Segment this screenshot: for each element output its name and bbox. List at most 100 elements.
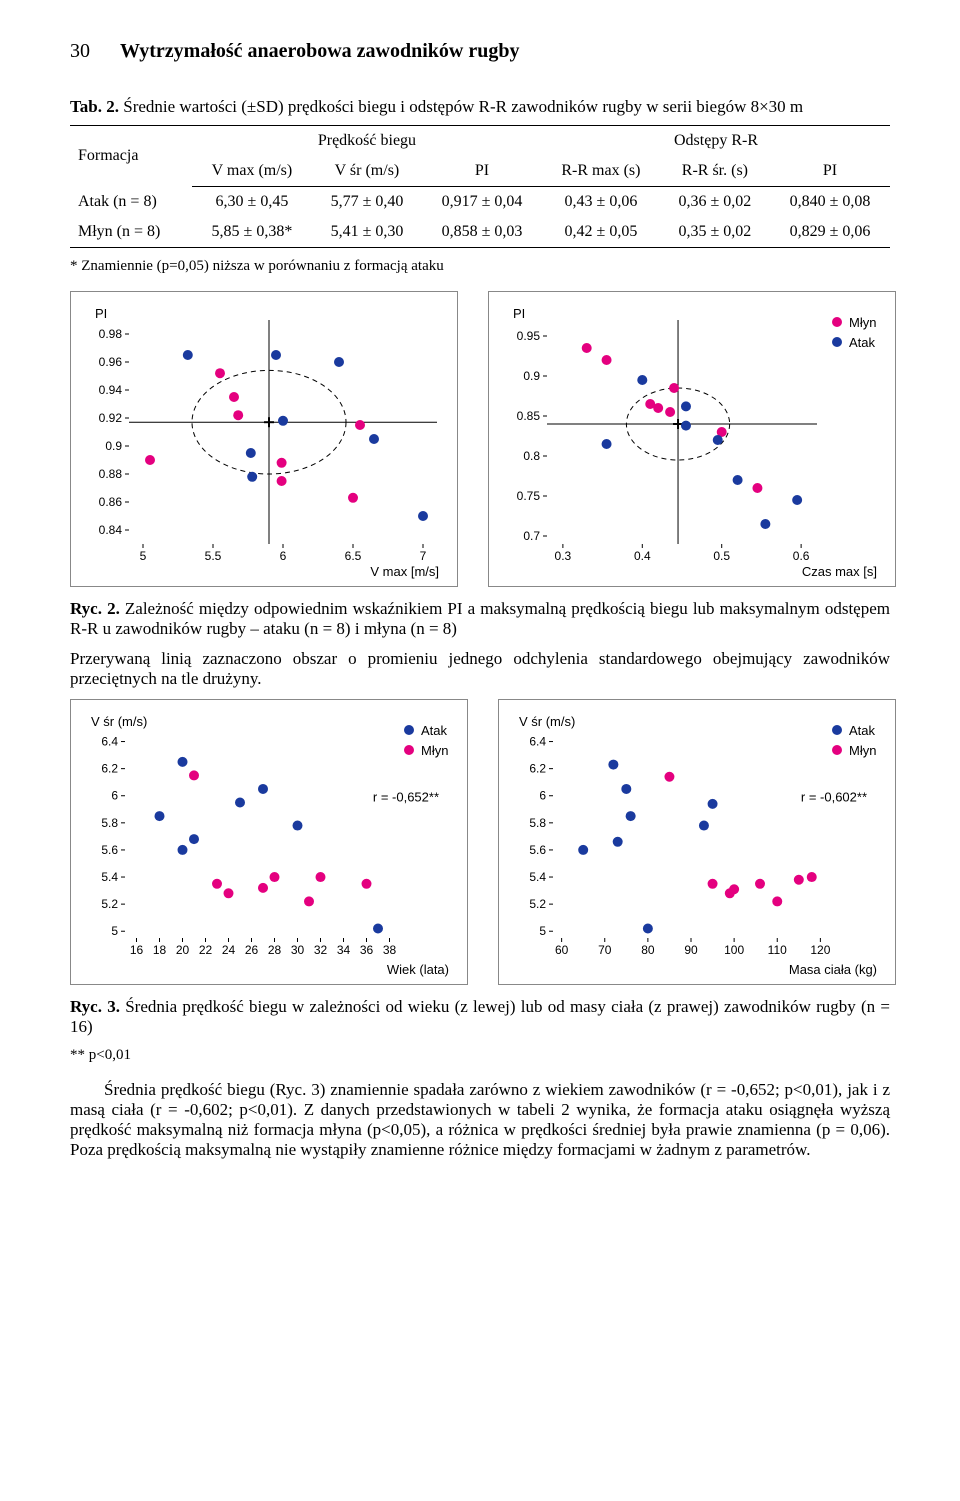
svg-text:6: 6 (111, 789, 118, 803)
svg-text:6: 6 (280, 549, 287, 563)
svg-text:36: 36 (360, 943, 374, 957)
cell: 5,77 ± 0,40 (312, 187, 422, 218)
subcol-vmax: V max (m/s) (192, 156, 312, 187)
svg-text:30: 30 (291, 943, 305, 957)
svg-text:34: 34 (337, 943, 351, 957)
svg-text:5: 5 (111, 924, 118, 938)
figure-3-caption-lead: Ryc. 3. (70, 997, 125, 1016)
figure-2-charts: 0.840.860.880.90.920.940.960.9855.566.57… (70, 291, 890, 587)
svg-text:80: 80 (641, 943, 655, 957)
svg-text:32: 32 (314, 943, 328, 957)
svg-text:0.5: 0.5 (713, 549, 730, 563)
chart-pi-vs-czas: 0.70.750.80.850.90.950.30.40.50.6PICzas … (488, 291, 896, 587)
svg-text:0.85: 0.85 (517, 409, 541, 423)
svg-text:6.2: 6.2 (529, 762, 546, 776)
table-2: Formacja Prędkość biegu Odstępy R-R V ma… (70, 125, 890, 248)
svg-text:110: 110 (768, 943, 787, 957)
svg-text:0.4: 0.4 (634, 549, 651, 563)
svg-text:20: 20 (176, 943, 190, 957)
svg-text:6.5: 6.5 (345, 549, 362, 563)
colgroup-predkosc: Prędkość biegu (192, 126, 542, 157)
cell: 0,43 ± 0,06 (542, 187, 660, 218)
svg-text:22: 22 (199, 943, 213, 957)
svg-text:0.9: 0.9 (105, 439, 122, 453)
svg-text:5.8: 5.8 (101, 816, 118, 830)
svg-text:5.6: 5.6 (101, 843, 118, 857)
chart-vsr-vs-wiek: 55.25.45.65.866.26.416182022242628303234… (70, 699, 468, 985)
svg-text:6.4: 6.4 (101, 735, 118, 749)
svg-text:V max [m/s]: V max [m/s] (370, 564, 439, 579)
table-2-caption-lead: Tab. 2. (70, 97, 123, 116)
svg-text:5.4: 5.4 (529, 870, 546, 884)
svg-text:5.6: 5.6 (529, 843, 546, 857)
cell: 6,30 ± 0,45 (192, 187, 312, 218)
chart-pi-vs-vmax: 0.840.860.880.90.920.940.960.9855.566.57… (70, 291, 458, 587)
svg-text:Młyn: Młyn (421, 743, 448, 758)
cell: 0,858 ± 0,03 (422, 217, 542, 248)
svg-text:Masa ciała (kg): Masa ciała (kg) (789, 962, 877, 977)
figure-3-caption-text: Średnia prędkość biegu w zależności od w… (70, 997, 890, 1036)
subcol-pi: PI (422, 156, 542, 187)
page-title: Wytrzymałość anaerobowa zawodników rugby (120, 40, 519, 63)
svg-text:0.94: 0.94 (99, 383, 123, 397)
cell: 0,829 ± 0,06 (770, 217, 890, 248)
svg-text:5.2: 5.2 (101, 897, 118, 911)
svg-text:Wiek (lata): Wiek (lata) (387, 962, 449, 977)
table-row: Młyn (n = 8) 5,85 ± 0,38* 5,41 ± 0,30 0,… (70, 217, 890, 248)
svg-text:5.8: 5.8 (529, 816, 546, 830)
body-paragraph: Średnia prędkość biegu (Ryc. 3) znamienn… (70, 1080, 890, 1160)
svg-text:0.7: 0.7 (523, 529, 540, 543)
svg-text:120: 120 (810, 943, 830, 957)
svg-text:0.8: 0.8 (523, 449, 540, 463)
figure-2-caption-lead: Ryc. 2. (70, 599, 125, 618)
svg-text:38: 38 (383, 943, 397, 957)
figure-2-caption-text: Zależność między odpowiednim wskaźnikiem… (70, 599, 890, 638)
table-2-footnote: * Znamiennie (p=0,05) niższa w porównani… (70, 258, 890, 275)
row1-name: Atak (n = 8) (70, 187, 192, 218)
colgroup-odstepy: Odstępy R-R (542, 126, 890, 157)
svg-text:5.5: 5.5 (205, 549, 222, 563)
subcol-rrsr: R-R śr. (s) (660, 156, 770, 187)
svg-text:0.84: 0.84 (99, 523, 123, 537)
figure-3-charts: 55.25.45.65.866.26.416182022242628303234… (70, 699, 890, 985)
svg-text:Czas max [s]: Czas max [s] (802, 564, 877, 579)
svg-text:100: 100 (724, 943, 744, 957)
cell: 5,41 ± 0,30 (312, 217, 422, 248)
svg-text:0.3: 0.3 (555, 549, 572, 563)
figure-2-note: Przerywaną linią zaznaczono obszar o pro… (70, 649, 890, 689)
cell: 0,35 ± 0,02 (660, 217, 770, 248)
svg-text:5.2: 5.2 (529, 897, 546, 911)
svg-text:5.4: 5.4 (101, 870, 118, 884)
cell: 0,36 ± 0,02 (660, 187, 770, 218)
cell: 0,917 ± 0,04 (422, 187, 542, 218)
figure-3-note: ** p<0,01 (70, 1047, 890, 1064)
svg-text:0.9: 0.9 (523, 369, 540, 383)
table-row: Atak (n = 8) 6,30 ± 0,45 5,77 ± 0,40 0,9… (70, 187, 890, 218)
svg-text:0.96: 0.96 (99, 355, 123, 369)
svg-text:26: 26 (245, 943, 259, 957)
table-2-caption-text: Średnie wartości (±SD) prędkości biegu i… (123, 97, 803, 116)
subcol-vsr: V śr (m/s) (312, 156, 422, 187)
svg-text:r = -0,602**: r = -0,602** (801, 790, 867, 805)
svg-text:0.75: 0.75 (517, 489, 541, 503)
cell: 0,840 ± 0,08 (770, 187, 890, 218)
svg-text:70: 70 (598, 943, 612, 957)
subcol-rrmax: R-R max (s) (542, 156, 660, 187)
svg-text:90: 90 (684, 943, 698, 957)
svg-text:Młyn: Młyn (849, 743, 876, 758)
page-header: 30 Wytrzymałość anaerobowa zawodników ru… (70, 40, 890, 63)
subcol-pi2: PI (770, 156, 890, 187)
svg-text:5: 5 (140, 549, 147, 563)
svg-text:V śr (m/s): V śr (m/s) (519, 714, 575, 729)
cell: 0,42 ± 0,05 (542, 217, 660, 248)
svg-text:PI: PI (95, 306, 107, 321)
table-2-caption: Tab. 2. Średnie wartości (±SD) prędkości… (70, 97, 890, 117)
svg-text:Atak: Atak (849, 723, 876, 738)
svg-text:60: 60 (555, 943, 569, 957)
svg-text:24: 24 (222, 943, 236, 957)
row2-name: Młyn (n = 8) (70, 217, 192, 248)
col-formacja: Formacja (70, 126, 192, 187)
svg-text:Atak: Atak (849, 335, 876, 350)
svg-text:r = -0,652**: r = -0,652** (373, 790, 439, 805)
figure-3-caption: Ryc. 3. Średnia prędkość biegu w zależno… (70, 997, 890, 1037)
